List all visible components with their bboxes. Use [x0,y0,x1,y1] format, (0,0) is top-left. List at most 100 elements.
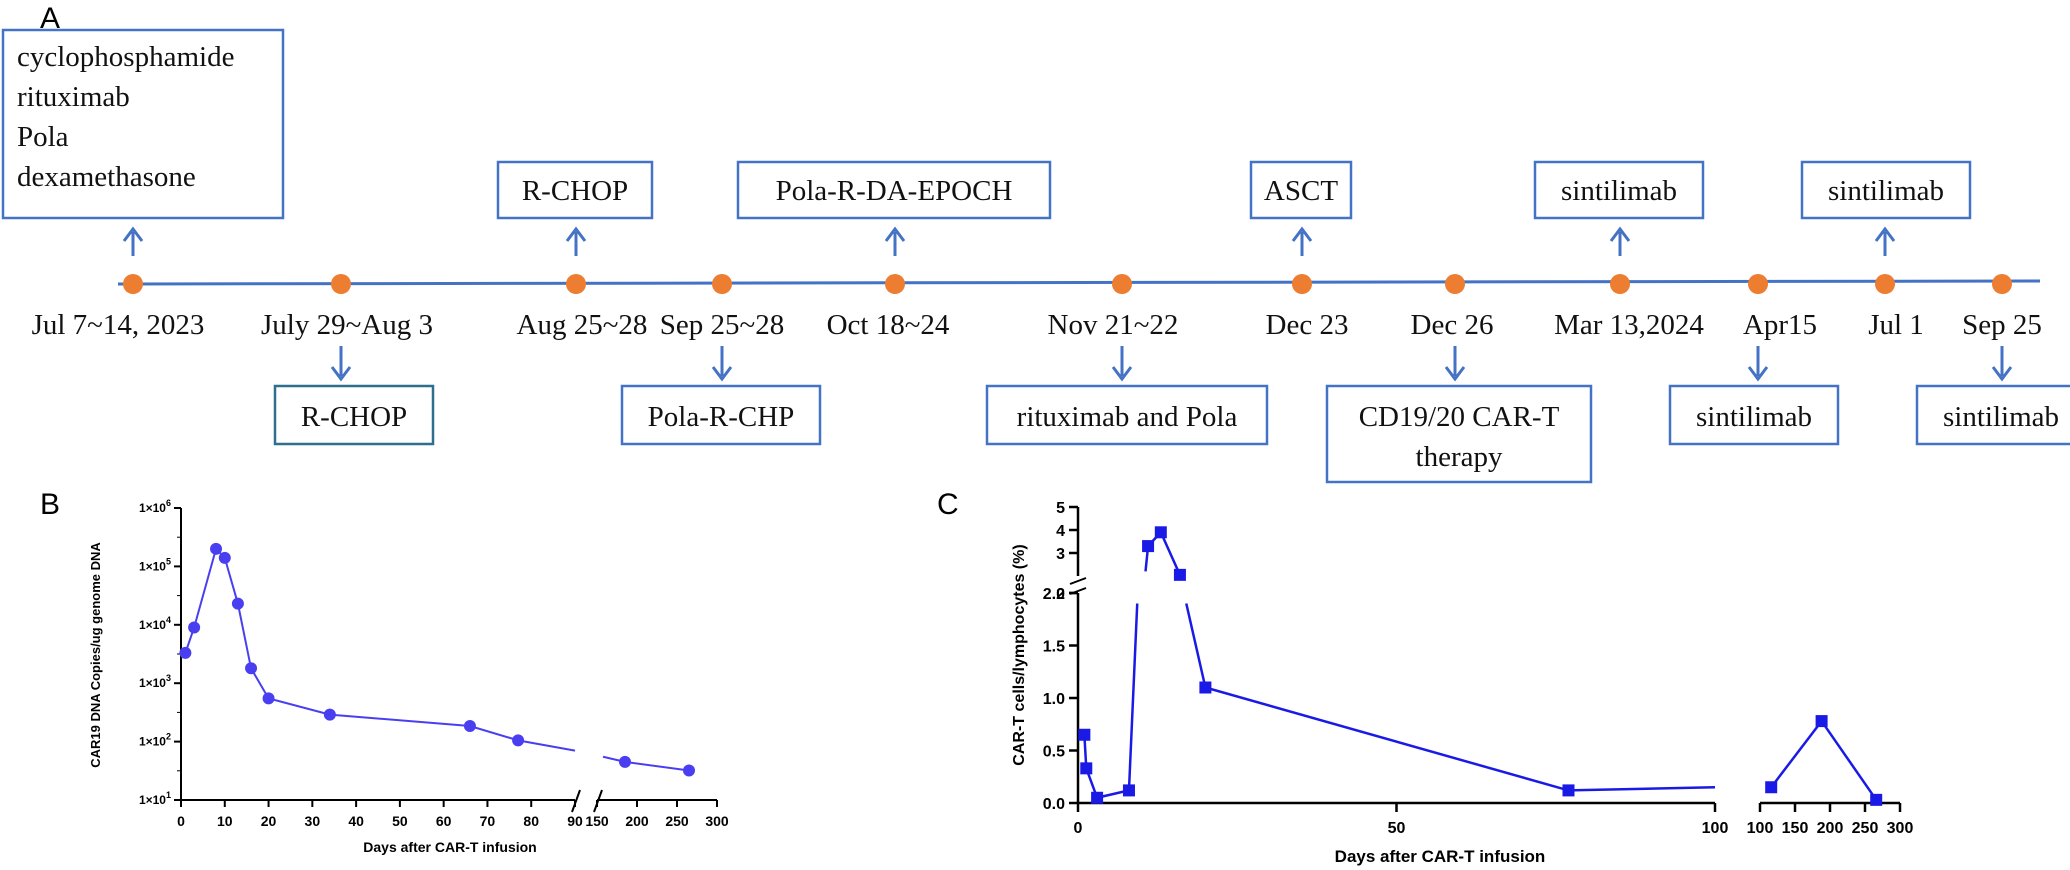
chart-b-data-point [512,734,525,747]
chart-b-y-tick-mantissa: 1×10 [139,793,166,807]
treatment-label: sintilimab [1943,401,2059,433]
chart-b-y-tick-mantissa: 1×10 [139,735,166,749]
chart-b-data-point [262,692,275,705]
treatment-label: R-CHOP [301,401,407,433]
chart-b-data-point [179,646,192,659]
chart-b-y-tick-exponent: 4 [166,615,171,625]
treatment-box [1325,384,1593,484]
arrow-down-icon [711,366,733,382]
chart-b-x-tick-label: 80 [523,813,539,829]
chart-b-axis-break [571,789,581,813]
chart-c-data-point [1562,784,1575,797]
chart-c-y-tick-label: 0.0 [1043,796,1065,813]
timeline-date: Sep 25 [1962,309,2042,341]
chart-c-x-tick-label: 200 [1817,820,1844,837]
chart-c-data-point [1154,526,1167,539]
treatment-label: therapy [1416,441,1503,473]
chart-c-data-point [1078,728,1091,741]
treatment-label: sintilimab [1561,175,1677,207]
timeline-dot [123,274,143,294]
chart-c-x-tick-label: 100 [1702,820,1729,837]
timeline-date: Jul 7~14, 2023 [32,309,205,341]
chart-b-y-tick-mantissa: 1×10 [139,559,166,573]
timeline-date: Aug 25~28 [517,309,648,341]
timeline-dot [1748,274,1768,294]
timeline-dot [1112,274,1132,294]
chart-b-y-tick-exponent: 3 [166,673,171,683]
treatment-box [1533,160,1705,220]
timeline-date: Dec 26 [1411,309,1494,341]
chart-c-data-point [1091,791,1104,804]
treatment-label: rituximab [17,81,130,113]
chart-c-y-tick-label: 1.5 [1043,639,1065,656]
treatment-box [985,384,1269,446]
chart-b-y-tick-label: 1×104 [139,615,171,632]
chart-c-x-tick-label: 250 [1852,820,1879,837]
chart-c-y-tick-label: 3 [1056,546,1065,563]
chart-b-x-tick-label: 0 [177,813,185,829]
panel-label-c: C [937,488,959,521]
chart-c-data-point [1173,568,1186,581]
timeline-dot [1992,274,2012,294]
treatment-box [1915,384,2070,446]
chart-b-data-point [463,719,476,732]
chart-b-data-point [323,708,336,721]
timeline-dot [712,274,732,294]
treatment-label: R-CHOP [522,175,628,207]
timeline-dot [885,274,905,294]
chart-b-xlabel: Days after CAR-T infusion [363,839,536,855]
timeline-axis [117,279,2041,286]
chart-c: CAR-T cells/lymphocytes (%) Days after C… [1011,500,1913,866]
chart-b-data-point [245,662,258,675]
chart-b-y-tick-label: 1×102 [139,732,171,749]
treatment-label: ASCT [1264,175,1338,207]
chart-c-ylabel: CAR-T cells/lymphocytes (%) [1011,544,1028,765]
chart-c-x-tick-label: 100 [1747,820,1774,837]
chart-c-series-line [1185,603,1716,792]
chart-b-x-tick-label: 300 [705,813,729,829]
chart-b-ylabel: CAR19 DNA Copies/ug genome DNA [88,542,103,768]
treatment-box [736,160,1052,220]
arrow-up-icon [565,226,587,242]
chart-c-data-point [1142,540,1155,553]
chart-b-y-tick-label: 1×101 [139,790,171,807]
chart-c-data-point [1765,781,1778,794]
chart-c-data-point [1199,681,1212,694]
chart-c-x-tick-label: 300 [1887,820,1914,837]
timeline-dot [1875,274,1895,294]
treatment-box [620,384,822,446]
treatment-label: CD19/20 CAR-T [1359,401,1560,433]
chart-b-x-tick-label: 70 [480,813,496,829]
chart-b-x-tick-label: 60 [436,813,452,829]
chart-c-y-tick-label: 4 [1056,523,1065,540]
chart-b-x-tick-label: 200 [625,813,649,829]
chart-b-y-tick-mantissa: 1×10 [139,501,166,515]
chart-b-series-line [602,755,690,772]
timeline-date: July 29~Aug 3 [261,309,433,341]
treatment-label: Pola [17,121,69,153]
chart-b-x-tick-label: 150 [585,813,609,829]
chart-c-y-tick-label: 2.0 [1043,586,1065,603]
chart-c-series-line [1770,718,1878,801]
chart-c-y-tick-label: 5 [1056,500,1065,517]
chart-b-x-tick-label: 10 [217,813,233,829]
arrow-up-icon [122,226,144,242]
chart-b-data-point [188,621,201,634]
timeline: Jul 7~14, 2023 cyclophosphamide rituximab P… [1,28,2070,484]
timeline-dot [566,274,586,294]
treatment-box [1668,384,1840,446]
chart-b: CAR19 DNA Copies/ug genome DNA Days afte… [88,498,729,855]
arrow-down-icon [1111,366,1133,382]
chart-b-y-tick-exponent: 2 [166,732,171,742]
chart-b-data-point [619,755,631,768]
treatment-label: Pola-R-DA-EPOCH [776,175,1013,207]
treatment-label: dexamethasone [17,161,196,193]
chart-b-x-tick-label: 30 [305,813,321,829]
timeline-dot [1610,274,1630,294]
timeline-dot [1445,274,1465,294]
chart-c-axis-break [1069,587,1087,595]
arrow-up-icon [1291,226,1313,242]
treatment-label: rituximab and Pola [1017,401,1238,433]
panel-label-b: B [40,488,60,521]
